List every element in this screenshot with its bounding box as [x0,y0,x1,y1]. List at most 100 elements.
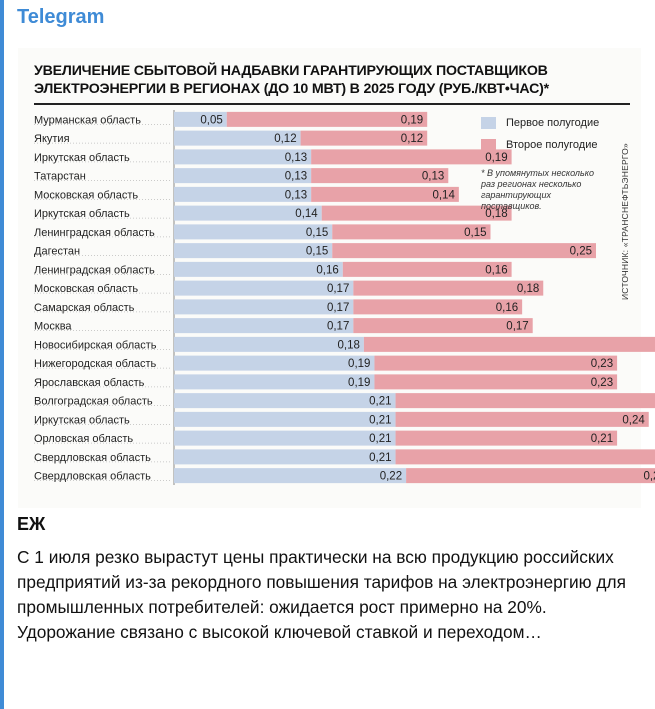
category-label: Дагестан [34,246,80,258]
bar-second-half [311,149,512,165]
bar-first-half [174,299,354,315]
value-label-second-half: 0,19 [401,114,423,126]
post-text: С 1 июля резко вырастут цены практически… [17,547,626,642]
bar-first-half [174,205,322,221]
value-label-second-half: 0,16 [496,302,518,314]
value-label-first-half: 0,15 [306,227,328,239]
post-author[interactable]: ЕЖ [17,514,46,534]
message-accent-bar [0,0,4,709]
value-label-second-half: 0,23 [591,358,613,370]
app-name: Telegram [17,6,105,28]
value-label-second-half: 0,14 [432,189,455,201]
value-label-first-half: 0,17 [327,321,349,333]
category-label: Иркутская область [34,208,130,220]
value-label-first-half: 0,18 [338,339,360,351]
category-label: Москва [34,321,72,333]
value-label-first-half: 0,13 [285,189,307,201]
bar-first-half [174,168,312,184]
category-label: Иркутская область [34,414,130,426]
bar-first-half [174,224,333,240]
value-label-second-half: 0,19 [485,152,507,164]
category-label: Ленинградская область [34,227,155,239]
category-label: Волгоградская область [34,396,153,408]
bar-second-half [395,449,655,465]
bar-second-half [342,261,512,277]
value-label-second-half: 0,15 [464,227,486,239]
bar-first-half [174,149,312,165]
category-label: Свердловская область [34,452,151,464]
legend-swatch-first-half [481,117,496,129]
bar-first-half [174,430,396,446]
value-label-first-half: 0,17 [327,302,349,314]
category-label: Московская область [34,189,138,201]
category-label: Свердловская область [34,471,151,483]
legend-item-second-half: Второе полугодие [481,134,599,156]
bar-second-half [363,336,655,352]
legend-item-first-half: Первое полугодие [481,112,599,134]
bar-second-half [353,280,544,296]
category-label: Мурманская область [34,114,141,126]
bar-second-half [353,318,533,334]
bar-first-half [174,111,227,127]
value-label-first-half: 0,19 [348,377,370,389]
legend-label-first-half: Первое полугодие [506,117,600,129]
legend-swatch-second-half [481,139,496,151]
value-label-first-half: 0,22 [380,471,402,483]
value-label-second-half: 0,24 [622,414,645,426]
value-label-second-half: 0,17 [506,321,528,333]
bar-second-half [332,224,491,240]
bar-first-half [174,280,354,296]
value-label-first-half: 0,05 [200,114,222,126]
category-label: Иркутская область [34,152,130,164]
bar-first-half [174,374,375,390]
category-label: Ярославская область [34,377,145,389]
value-label-second-half: 0,13 [422,171,444,183]
value-label-second-half: 0,16 [485,264,507,276]
category-label: Ленинградская область [34,264,155,276]
value-label-first-half: 0,12 [274,133,296,145]
chart-source: ИСТОЧНИК: «ТРАНСНЕФТЬЭНЕРГО» [620,143,630,300]
category-label: Якутия [34,133,70,145]
bar-second-half [374,355,618,371]
bar-second-half [300,130,428,146]
value-label-first-half: 0,15 [306,246,328,258]
bar-second-half [353,299,523,315]
bar-second-half [395,411,649,427]
value-label-second-half: 0,12 [401,133,423,145]
bar-first-half [174,261,343,277]
chart-footnote: * В упомянутых несколько раз регионах не… [481,168,594,211]
value-label-second-half: 0,25 [570,246,592,258]
value-label-first-half: 0,21 [369,396,391,408]
bar-second-half [311,186,459,202]
bar-first-half [174,411,396,427]
bar-second-half [311,168,449,184]
value-label-first-half: 0,21 [369,452,391,464]
value-label-first-half: 0,19 [348,358,370,370]
value-label-first-half: 0,17 [327,283,349,295]
category-label: Орловская область [34,433,133,445]
bar-second-half [374,374,618,390]
category-label: Новосибирская область [34,339,157,351]
value-label-second-half: 0,18 [517,283,539,295]
bar-first-half [174,130,301,146]
bar-second-half [332,243,596,259]
bar-second-half [395,430,618,446]
bar-first-half [174,449,396,465]
legend-label-second-half: Второе полугодие [506,139,598,151]
bar-second-half [321,205,512,221]
chart-title: Увеличение сбытовой надбавки гарантирующ… [34,63,549,97]
value-label-second-half: 0,21 [591,433,613,445]
value-label-first-half: 0,16 [316,264,338,276]
bar-first-half [174,468,407,484]
title-divider [34,103,630,105]
category-label: Московская область [34,283,138,295]
bar-second-half [226,111,428,127]
value-label-second-half: 0,25 [643,471,655,483]
bar-first-half [174,186,312,202]
bar-second-half [395,393,655,409]
category-label: Нижегородская область [34,358,157,370]
bar-second-half [406,468,655,484]
bar-first-half [174,243,333,259]
value-label-first-half: 0,21 [369,433,391,445]
bar-first-half [174,355,375,371]
